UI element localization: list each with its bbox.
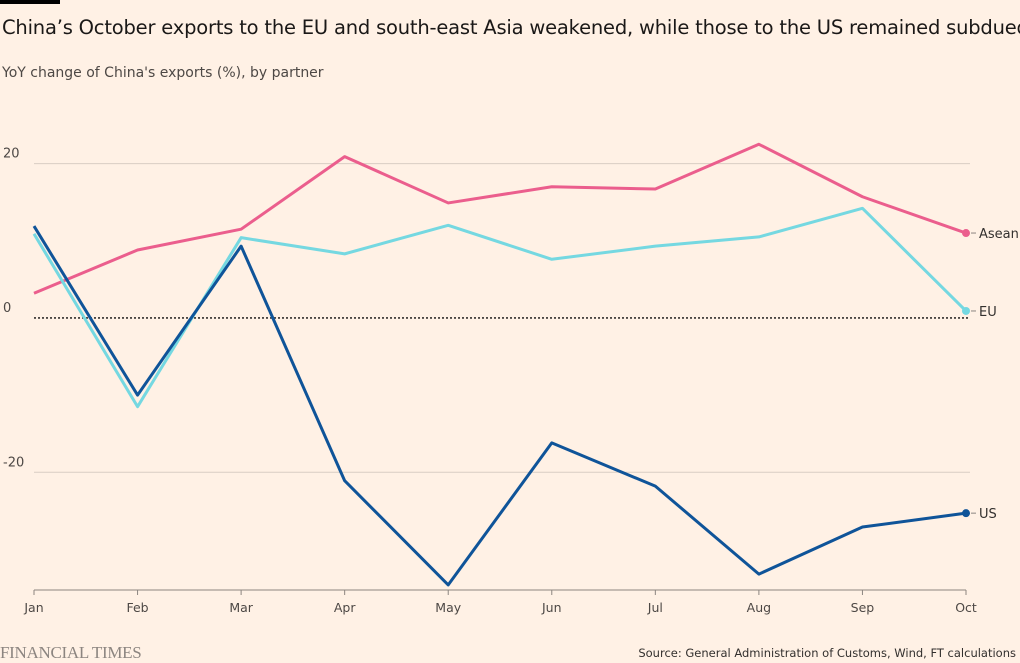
y-tick-label: -20 [3,455,24,470]
series-label-us: US [979,507,997,522]
x-tick-label: Mar [229,600,253,615]
series-line-asean [33,142,967,295]
ft-logo: FINANCIAL TIMES [0,643,142,662]
x-tick-label: Sep [851,600,875,615]
x-tick-label: Jul [647,600,663,615]
chart-title: China’s October exports to the EU and so… [2,16,1020,39]
series-end-dot-eu [962,306,970,315]
x-tick-label: Jan [23,600,43,615]
x-tick-label: Aug [747,600,771,615]
x-tick-label: May [435,600,461,615]
x-tick-label: Oct [955,600,977,615]
x-tick-label: Jun [541,600,562,615]
series-label-eu: EU [979,305,997,320]
y-tick-label: 20 [3,147,20,162]
series-line-us [32,225,967,587]
x-tick-label: Apr [334,600,356,615]
series-end-dot-asean [962,229,970,238]
series-end-dot-us [962,509,970,518]
chart-subtitle: YoY change of China's exports (%), by pa… [2,65,324,81]
x-tick-label: Feb [126,600,148,615]
series-label-asean: Asean [979,227,1019,242]
ft-top-bar [0,0,60,4]
y-tick-label: 0 [3,301,11,316]
series-line-eu [32,206,968,409]
source-note: Source: General Administration of Custom… [638,646,1016,660]
